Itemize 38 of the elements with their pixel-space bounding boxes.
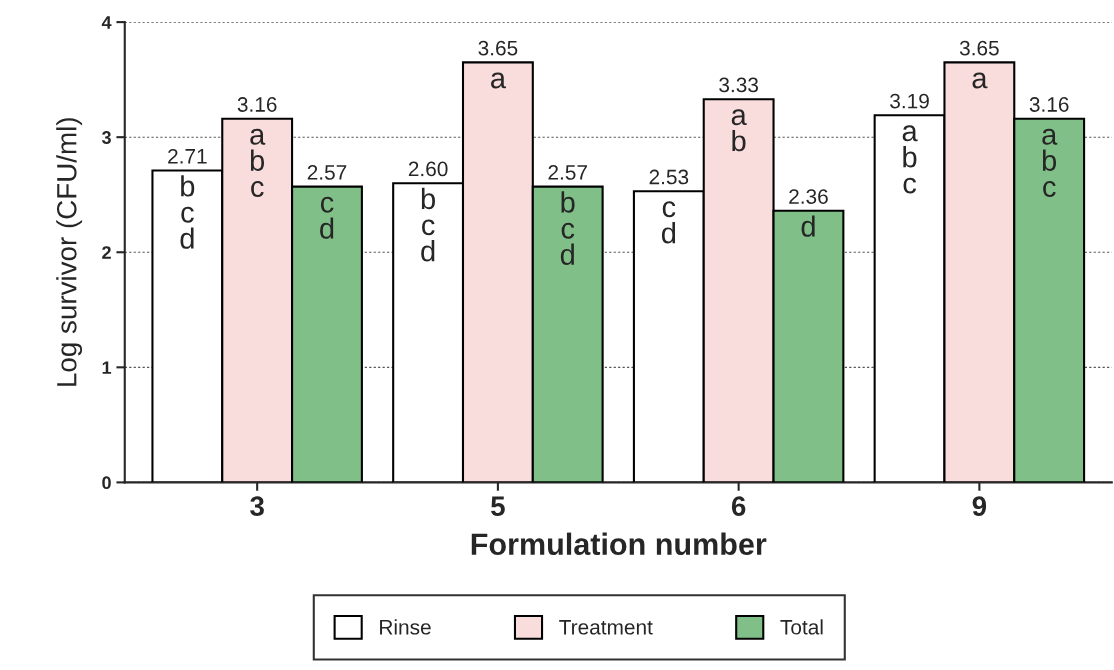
x-axis-title: Formulation number [471, 532, 767, 556]
x-tick-label: 9 [972, 496, 987, 516]
data-label: 3.65 [959, 40, 999, 56]
annotation: a [972, 72, 988, 89]
data-label: 3.16 [1029, 97, 1069, 112]
y-tick-label: 1 [102, 361, 112, 374]
data-label: 3.33 [719, 77, 758, 93]
annotation: a b c [250, 128, 266, 198]
data-label: 3.19 [890, 93, 929, 109]
y-axis-title: Log survivor (CFU/ml) [56, 118, 83, 386]
annotation: a b c [1042, 128, 1058, 198]
annotation: b c d [560, 191, 575, 265]
x-tick-label: 3 [250, 496, 264, 517]
y-tick-label: 2 [102, 246, 111, 259]
legend-label: Rinse [380, 619, 431, 635]
legend-label: Treatment [559, 620, 653, 635]
annotation: a b [731, 109, 747, 152]
annotation: d [801, 215, 815, 237]
x-tick-label: 6 [731, 496, 746, 516]
y-tick-label: 0 [102, 476, 111, 490]
annotation: a b c [902, 125, 918, 194]
annotation: c d [320, 196, 334, 239]
annotation: a [491, 72, 507, 89]
data-label: 3.16 [237, 97, 277, 112]
data-label: 2.57 [307, 165, 347, 180]
data-label: 3.65 [478, 40, 518, 56]
x-tick-label: 5 [491, 496, 505, 516]
legend-label: Total [780, 619, 823, 635]
y-tick-label: 4 [101, 16, 112, 29]
data-label: 2.53 [649, 169, 689, 185]
y-tick-label: 3 [101, 131, 111, 144]
data-label: 2.71 [168, 148, 207, 164]
annotation: c d [661, 201, 676, 244]
data-label: 2.57 [548, 165, 587, 180]
data-label: 2.36 [789, 189, 828, 204]
annotation: b c d [421, 187, 435, 262]
annotation: b c d [180, 175, 195, 249]
data-label: 2.60 [408, 161, 448, 177]
